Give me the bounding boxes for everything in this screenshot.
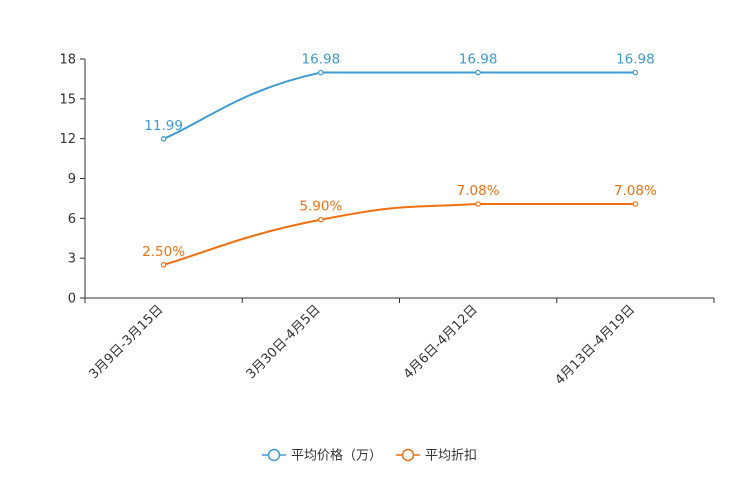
x-tick-label: 3月30日-4月5日 <box>244 302 324 382</box>
legend-label: 平均折扣 <box>425 449 477 464</box>
series-layer: 11.99 16.98 16.98 16.98 2.50% 5.90% 7.08% 7.08% <box>142 52 657 268</box>
data-label: 7.08% <box>614 183 657 199</box>
series-1: 2.50% 5.90% 7.08% 7.08% <box>142 183 657 268</box>
x-tick-label: 4月6日-4月12日 <box>401 302 481 382</box>
chart-legend[interactable]: 平均价格（万） 平均折扣 <box>262 448 477 464</box>
legend-item-0[interactable]: 平均价格（万） <box>262 448 382 464</box>
x-tick-label: 4月13日-4月19日 <box>552 302 638 388</box>
data-label: 16.98 <box>616 52 655 68</box>
legend-item-1[interactable]: 平均折扣 <box>396 449 477 464</box>
data-point[interactable] <box>632 201 639 207</box>
data-label: 16.98 <box>459 52 498 68</box>
series-line <box>163 202 636 266</box>
data-label: 7.08% <box>457 183 500 199</box>
y-tick-label: 3 <box>68 252 76 267</box>
legend-label: 平均价格（万） <box>291 448 382 464</box>
data-point[interactable] <box>160 135 167 142</box>
data-label: 5.90% <box>299 199 342 215</box>
y-tick-label: 18 <box>59 53 76 68</box>
data-point[interactable] <box>318 216 324 223</box>
data-label: 2.50% <box>142 244 185 260</box>
legend-marker-icon <box>267 448 281 462</box>
y-tick-label: 9 <box>68 172 76 187</box>
series-0: 11.99 16.98 16.98 16.98 <box>144 52 655 142</box>
data-label: 16.98 <box>302 52 341 68</box>
chart-axes: 0 3 6 9 12 15 18 3月9日-3月15日 3月30日-4月5日 4月6日-4月12日… <box>59 53 715 388</box>
data-point[interactable] <box>475 69 481 76</box>
series-line <box>163 71 636 140</box>
data-point[interactable] <box>160 262 167 268</box>
y-tick-label: 15 <box>59 92 76 107</box>
y-tick-label: 0 <box>68 292 76 307</box>
y-tick-label: 6 <box>68 212 76 227</box>
legend-marker-icon <box>401 448 415 462</box>
y-tick-label: 12 <box>59 132 76 147</box>
x-tick-label: 3月9日-3月15日 <box>87 302 167 382</box>
data-point[interactable] <box>475 201 481 207</box>
data-label: 11.99 <box>144 118 183 134</box>
data-point[interactable] <box>632 69 639 76</box>
data-point[interactable] <box>318 69 324 76</box>
